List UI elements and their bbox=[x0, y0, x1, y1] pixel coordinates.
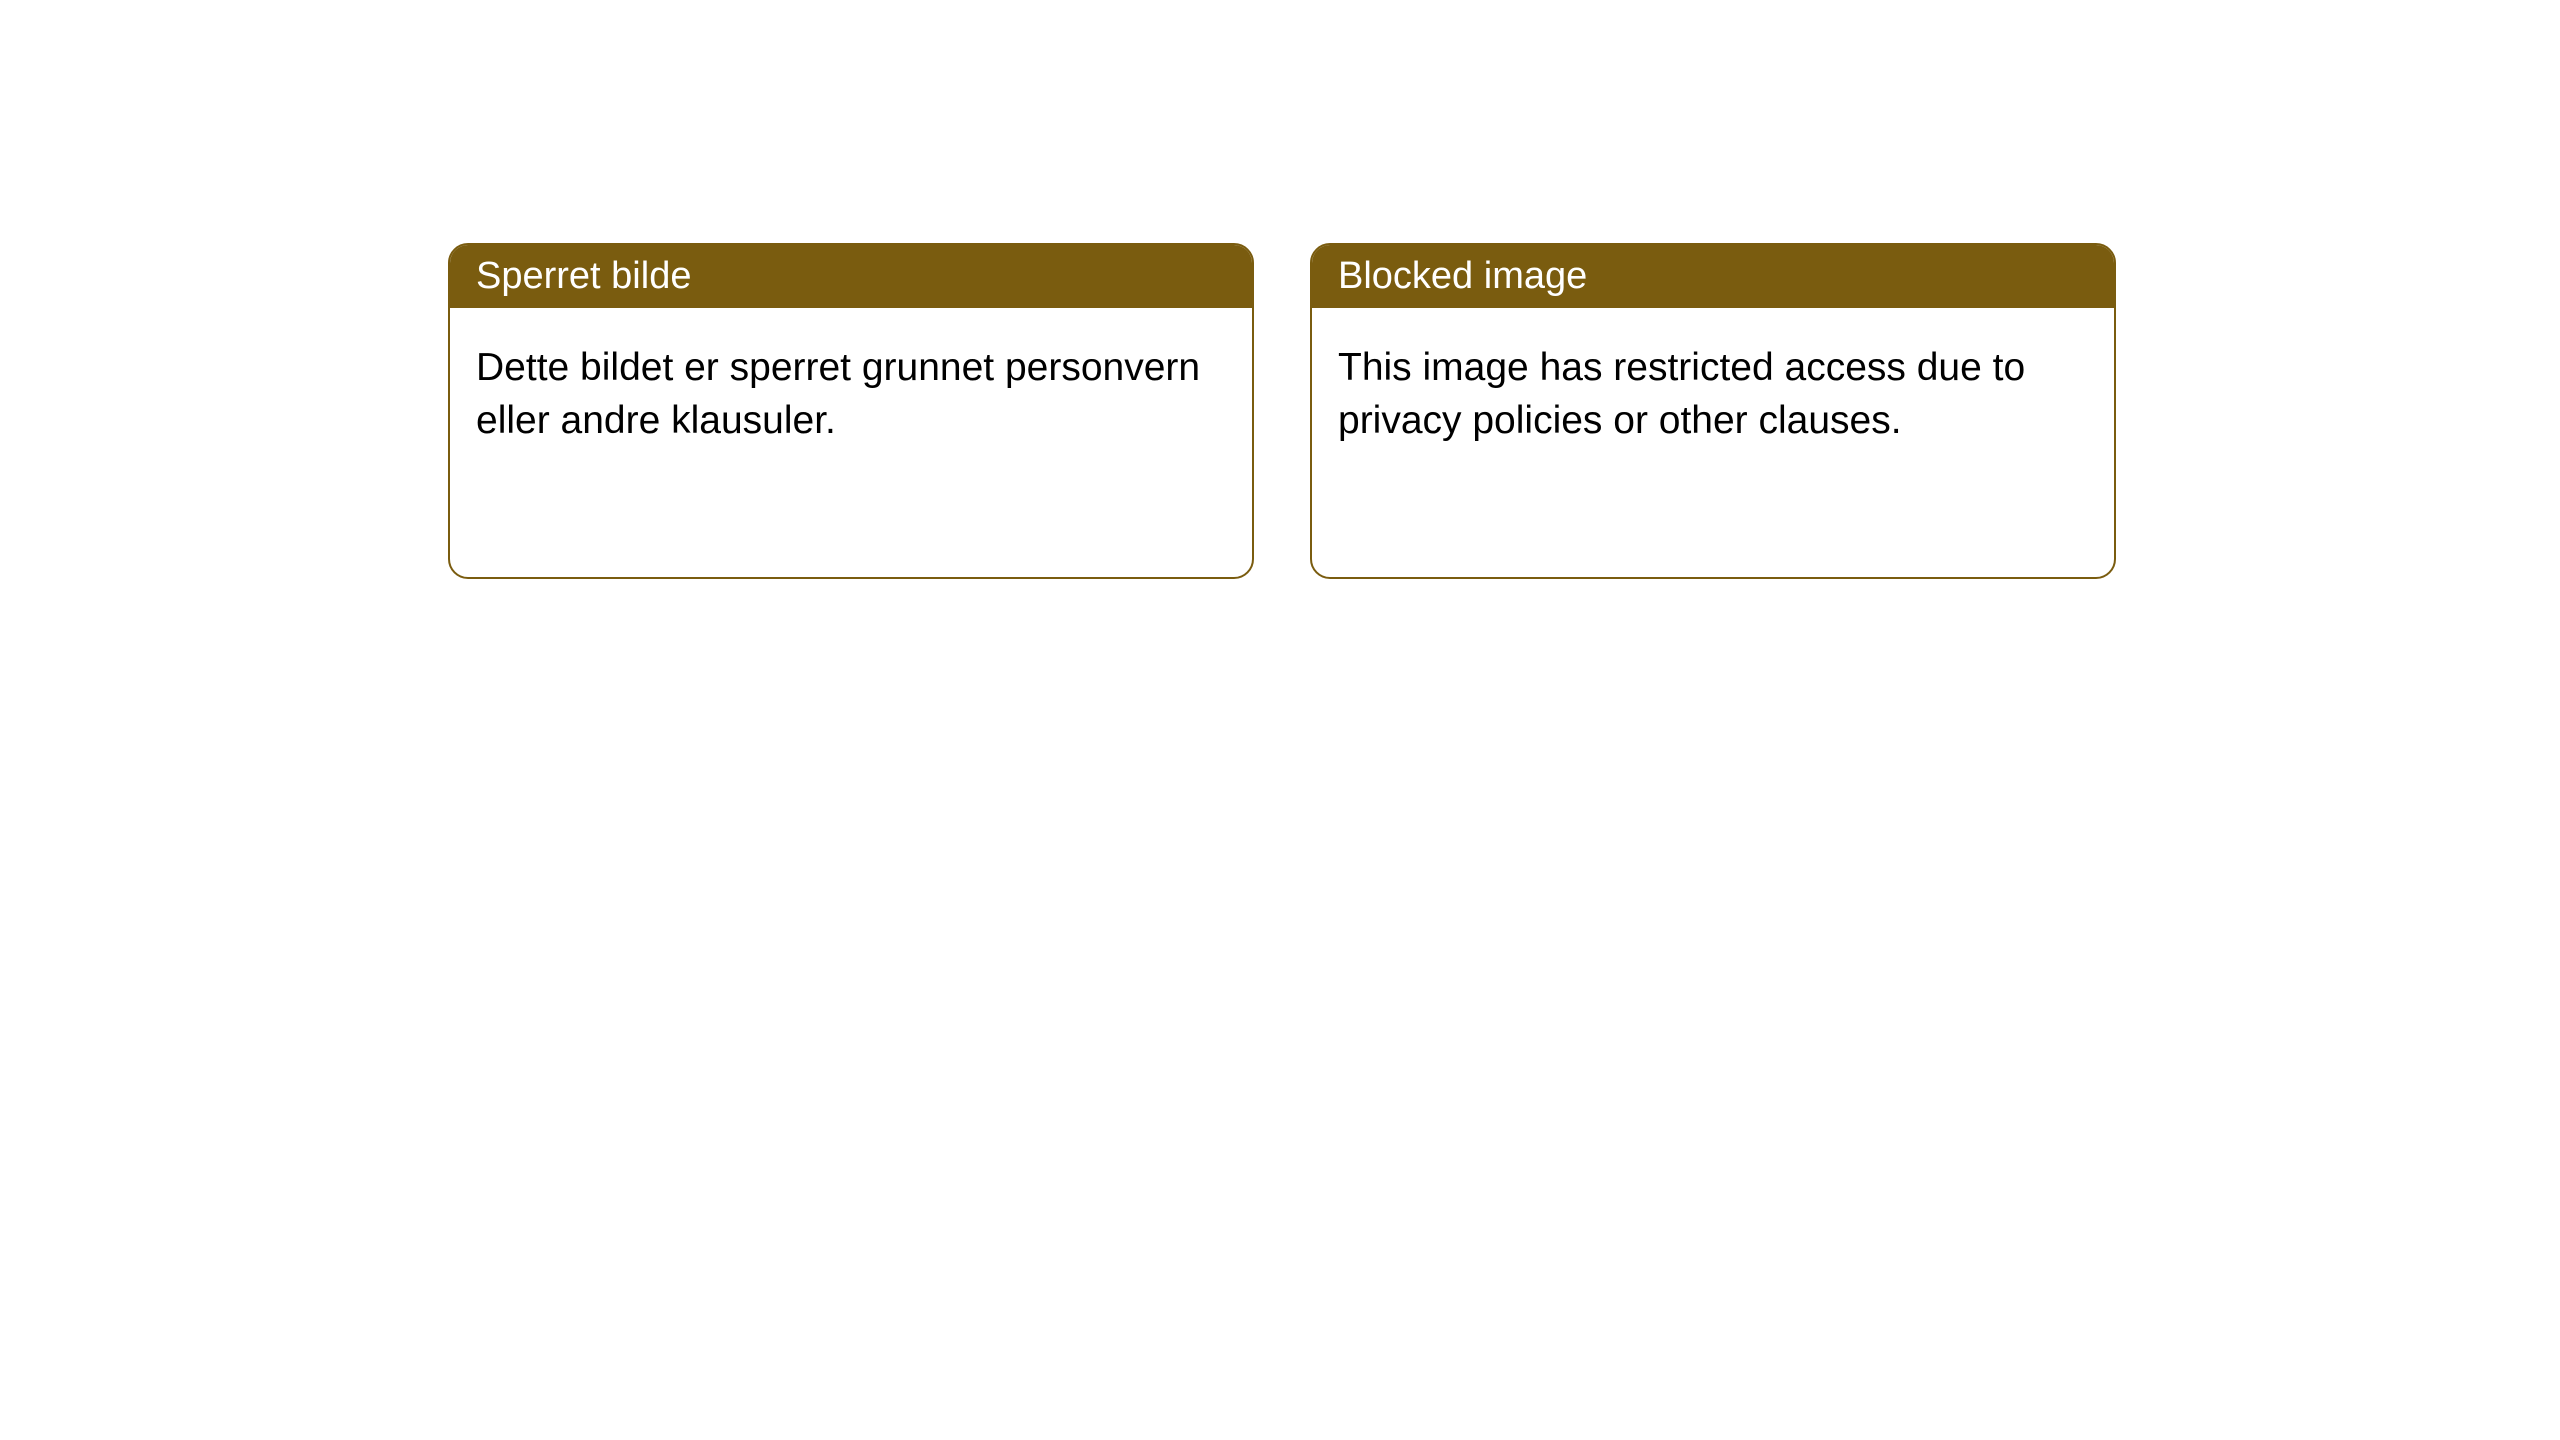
notice-card-body: Dette bildet er sperret grunnet personve… bbox=[450, 308, 1252, 481]
notice-card-title: Sperret bilde bbox=[476, 255, 691, 297]
notice-card-norwegian: Sperret bilde Dette bildet er sperret gr… bbox=[448, 243, 1254, 579]
notice-card-header: Blocked image bbox=[1312, 245, 2114, 308]
notice-card-header: Sperret bilde bbox=[450, 245, 1252, 308]
notice-container: Sperret bilde Dette bildet er sperret gr… bbox=[448, 243, 2116, 579]
notice-card-text: Dette bildet er sperret grunnet personve… bbox=[476, 346, 1200, 442]
notice-card-text: This image has restricted access due to … bbox=[1338, 346, 2025, 442]
notice-card-title: Blocked image bbox=[1338, 255, 1587, 297]
notice-card-english: Blocked image This image has restricted … bbox=[1310, 243, 2116, 579]
notice-card-body: This image has restricted access due to … bbox=[1312, 308, 2114, 481]
